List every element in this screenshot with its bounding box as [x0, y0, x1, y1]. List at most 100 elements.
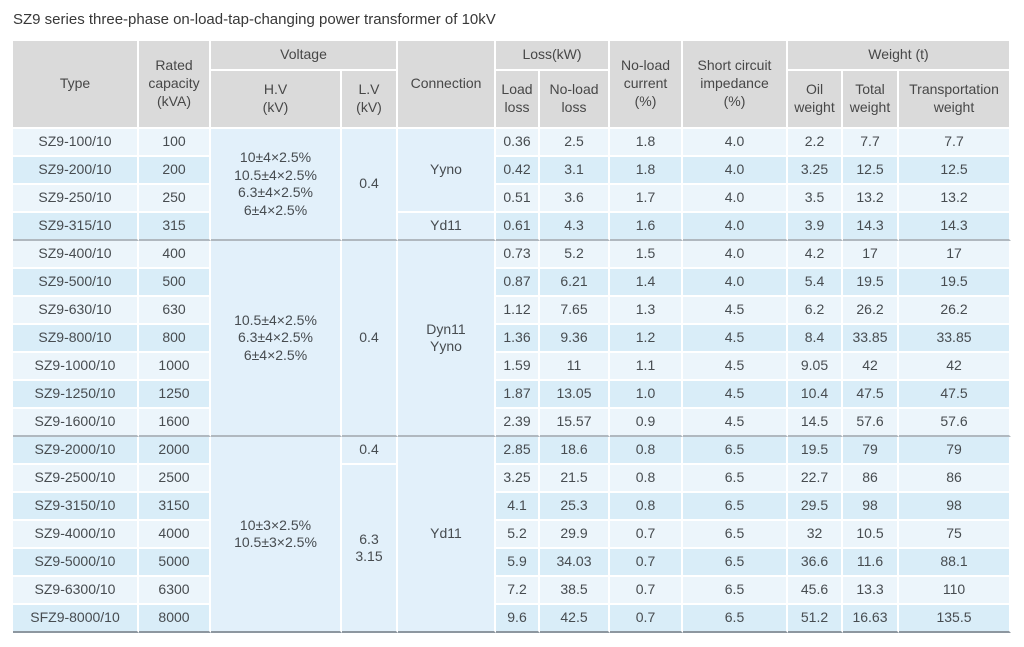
cell-load-loss: 0.61 — [496, 213, 540, 241]
cell-load-loss: 7.2 — [496, 577, 540, 605]
cell-short-circuit-impedance: 4.0 — [683, 129, 788, 157]
cell-short-circuit-impedance: 6.5 — [683, 577, 788, 605]
cell-no-load-current: 1.8 — [610, 129, 683, 157]
header-row-1: Type Rated capacity (kVA) Voltage Connec… — [13, 41, 1012, 129]
cell-short-circuit-impedance: 4.0 — [683, 269, 788, 297]
page-title: SZ9 series three-phase on-load-tap-chang… — [13, 11, 496, 28]
header-weight: Weight (t) — [788, 41, 1012, 71]
table-header: Type Rated capacity (kVA) Voltage Connec… — [13, 41, 1012, 129]
cell-no-load-current: 1.7 — [610, 185, 683, 213]
cell-short-circuit-impedance: 4.5 — [683, 353, 788, 381]
cell-no-load-loss: 5.2 — [540, 241, 610, 269]
cell-rated-capacity: 2000 — [139, 437, 211, 465]
cell-transportation-weight: 79 — [899, 437, 1012, 465]
table-row: SZ9-1000/10 1000 1.59 11 1.1 4.5 9.05 42… — [13, 353, 1012, 381]
cell-total-weight: 14.3 — [843, 213, 899, 241]
cell-transportation-weight: 14.3 — [899, 213, 1012, 241]
cell-load-loss: 0.73 — [496, 241, 540, 269]
cell-no-load-current: 1.6 — [610, 213, 683, 241]
cell-type: SZ9-3150/10 — [13, 493, 139, 521]
cell-transportation-weight: 110 — [899, 577, 1012, 605]
cell-oil-weight: 51.2 — [788, 605, 843, 633]
cell-load-loss: 1.59 — [496, 353, 540, 381]
cell-type: SZ9-400/10 — [13, 241, 139, 269]
cell-total-weight: 79 — [843, 437, 899, 465]
header-rated-capacity: Rated capacity (kVA) — [139, 41, 211, 129]
cell-total-weight: 11.6 — [843, 549, 899, 577]
cell-oil-weight: 3.5 — [788, 185, 843, 213]
cell-no-load-current: 1.5 — [610, 241, 683, 269]
cell-load-loss: 0.87 — [496, 269, 540, 297]
table-row: SZ9-6300/10 6300 7.2 38.5 0.7 6.5 45.6 1… — [13, 577, 1012, 605]
cell-load-loss: 3.25 — [496, 465, 540, 493]
cell-oil-weight: 29.5 — [788, 493, 843, 521]
cell-type: SZ9-6300/10 — [13, 577, 139, 605]
cell-short-circuit-impedance: 6.5 — [683, 437, 788, 465]
cell-rated-capacity: 1250 — [139, 381, 211, 409]
cell-total-weight: 33.85 — [843, 325, 899, 353]
cell-transportation-weight: 19.5 — [899, 269, 1012, 297]
cell-no-load-current: 1.4 — [610, 269, 683, 297]
cell-short-circuit-impedance: 4.0 — [683, 157, 788, 185]
table-row: SZ9-315/10 315 Yd11 0.61 4.3 1.6 4.0 3.9… — [13, 213, 1012, 241]
header-connection: Connection — [398, 41, 496, 129]
cell-transportation-weight: 17 — [899, 241, 1012, 269]
cell-load-loss: 5.9 — [496, 549, 540, 577]
cell-oil-weight: 3.25 — [788, 157, 843, 185]
cell-oil-weight: 10.4 — [788, 381, 843, 409]
cell-total-weight: 19.5 — [843, 269, 899, 297]
header-voltage: Voltage — [211, 41, 398, 71]
cell-no-load-loss: 29.9 — [540, 521, 610, 549]
cell-type: SZ9-1000/10 — [13, 353, 139, 381]
cell-rated-capacity: 400 — [139, 241, 211, 269]
cell-connection: Yd11 — [398, 437, 496, 633]
cell-oil-weight: 45.6 — [788, 577, 843, 605]
table-row: SZ9-250/10 250 0.51 3.6 1.7 4.0 3.5 13.2… — [13, 185, 1012, 213]
table-body: SZ9-100/10 100 10±4×2.5% 10.5±4×2.5% 6.3… — [13, 129, 1012, 633]
cell-short-circuit-impedance: 4.0 — [683, 185, 788, 213]
cell-no-load-loss: 13.05 — [540, 381, 610, 409]
cell-load-loss: 1.36 — [496, 325, 540, 353]
cell-hv-range: 10±3×2.5% 10.5±3×2.5% — [211, 437, 342, 633]
cell-connection: Yyno — [398, 129, 496, 213]
cell-type: SZ9-800/10 — [13, 325, 139, 353]
cell-oil-weight: 19.5 — [788, 437, 843, 465]
cell-connection: Yd11 — [398, 213, 496, 241]
cell-no-load-loss: 38.5 — [540, 577, 610, 605]
cell-transportation-weight: 13.2 — [899, 185, 1012, 213]
cell-total-weight: 47.5 — [843, 381, 899, 409]
cell-rated-capacity: 100 — [139, 129, 211, 157]
header-oil-weight: Oil weight — [788, 71, 843, 129]
cell-transportation-weight: 33.85 — [899, 325, 1012, 353]
cell-oil-weight: 5.4 — [788, 269, 843, 297]
cell-short-circuit-impedance: 4.5 — [683, 409, 788, 437]
cell-no-load-loss: 2.5 — [540, 129, 610, 157]
table-row: SZ9-100/10 100 10±4×2.5% 10.5±4×2.5% 6.3… — [13, 129, 1012, 241]
cell-no-load-loss: 6.21 — [540, 269, 610, 297]
table-row: SZ9-1600/10 1600 2.39 15.57 0.9 4.5 14.5… — [13, 409, 1012, 437]
cell-type: SFZ9-8000/10 — [13, 605, 139, 633]
table-row: SZ9-4000/10 4000 5.2 29.9 0.7 6.5 32 10.… — [13, 521, 1012, 549]
cell-load-loss: 4.1 — [496, 493, 540, 521]
cell-transportation-weight: 135.5 — [899, 605, 1012, 633]
cell-total-weight: 13.3 — [843, 577, 899, 605]
cell-type: SZ9-500/10 — [13, 269, 139, 297]
cell-no-load-loss: 34.03 — [540, 549, 610, 577]
cell-total-weight: 17 — [843, 241, 899, 269]
cell-no-load-current: 0.8 — [610, 493, 683, 521]
cell-no-load-current: 0.7 — [610, 605, 683, 633]
cell-oil-weight: 22.7 — [788, 465, 843, 493]
table-row: SZ9-500/10 500 0.87 6.21 1.4 4.0 5.4 19.… — [13, 269, 1012, 297]
cell-no-load-loss: 4.3 — [540, 213, 610, 241]
header-short-circuit-impedance: Short circuit impedance (%) — [683, 41, 788, 129]
cell-oil-weight: 9.05 — [788, 353, 843, 381]
cell-short-circuit-impedance: 4.5 — [683, 297, 788, 325]
cell-rated-capacity: 2500 — [139, 465, 211, 493]
cell-rated-capacity: 1600 — [139, 409, 211, 437]
cell-no-load-current: 0.8 — [610, 437, 683, 465]
cell-oil-weight: 36.6 — [788, 549, 843, 577]
cell-transportation-weight: 42 — [899, 353, 1012, 381]
cell-no-load-current: 0.9 — [610, 409, 683, 437]
cell-oil-weight: 4.2 — [788, 241, 843, 269]
cell-type: SZ9-1250/10 — [13, 381, 139, 409]
